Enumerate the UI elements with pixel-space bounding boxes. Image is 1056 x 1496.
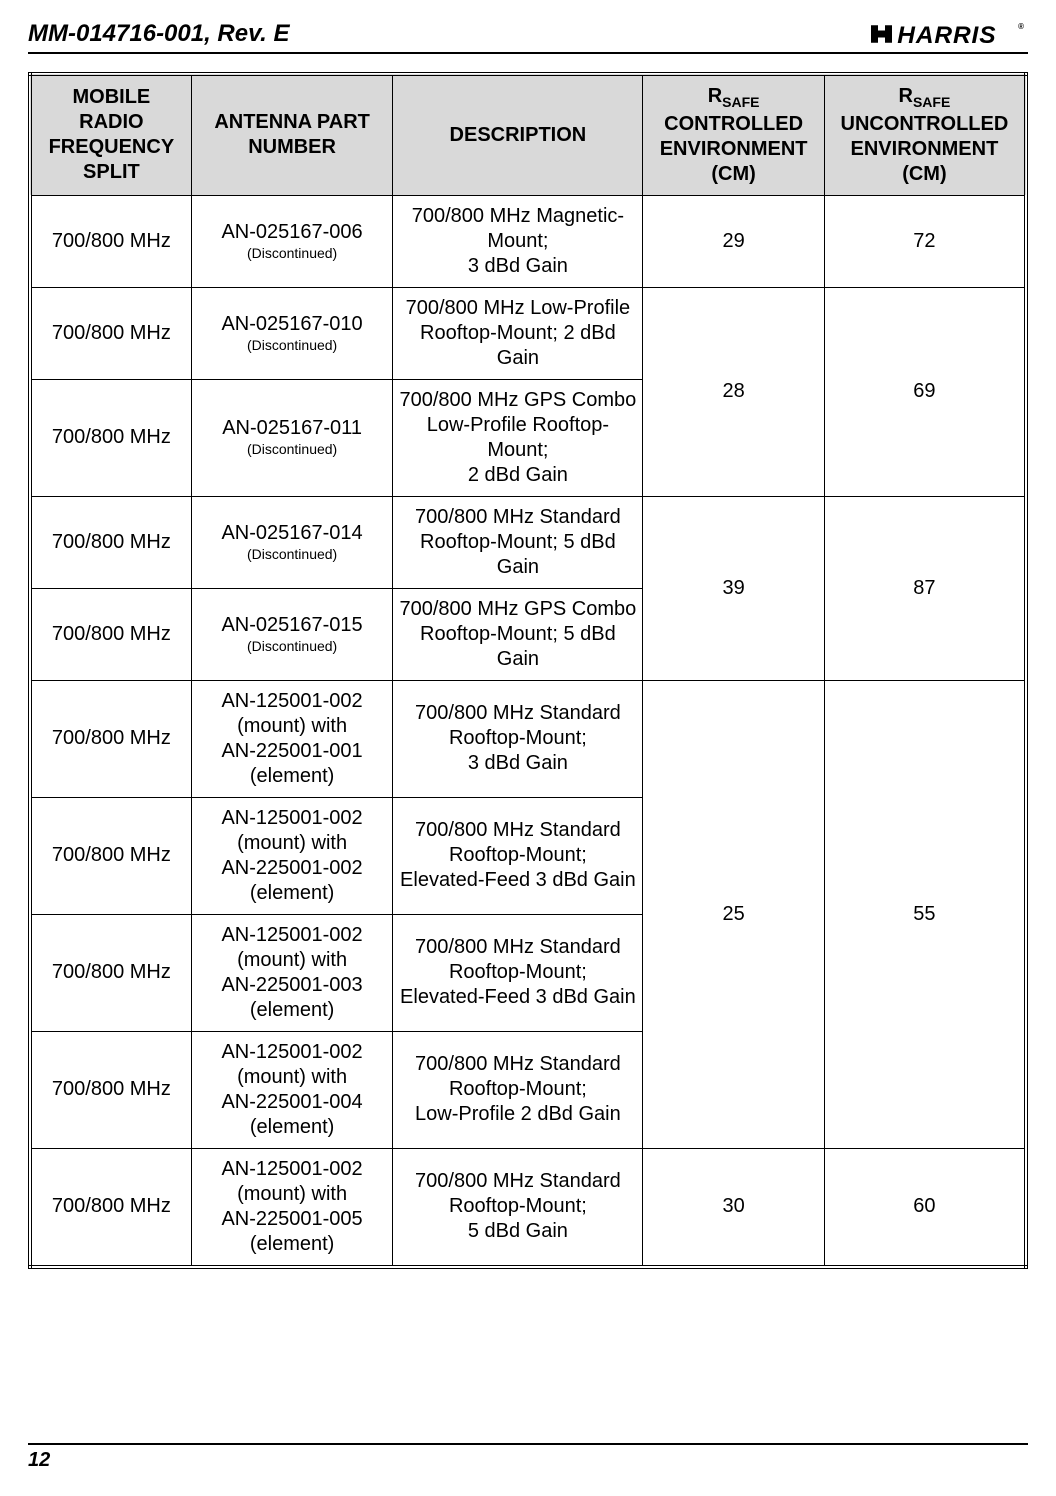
col-header-uncontrolled: RSAFE UNCONTROLLED ENVIRONMENT (CM) (824, 74, 1026, 195)
cell-freq: 700/800 MHz (30, 588, 191, 680)
table-row: 700/800 MHzAN-125001-002 (mount) withAN-… (30, 1148, 1026, 1267)
table-row: 700/800 MHzAN-025167-010(Discontinued)70… (30, 287, 1026, 379)
table-header-row: MOBILE RADIO FREQUENCY SPLIT ANTENNA PAR… (30, 74, 1026, 195)
cell-part: AN-125001-002 (mount) withAN-225001-003 … (191, 914, 393, 1031)
cell-desc: 700/800 MHz Magnetic-Mount;3 dBd Gain (393, 195, 643, 287)
col-header-part: ANTENNA PART NUMBER (191, 74, 393, 195)
cell-part: AN-125001-002 (mount) withAN-225001-002 … (191, 797, 393, 914)
part-sub: (Discontinued) (198, 546, 387, 564)
cell-uncontrolled: 87 (824, 496, 1026, 680)
svg-text:HARRIS: HARRIS (897, 22, 996, 48)
cell-desc: 700/800 MHz Low-Profile Rooftop-Mount; 2… (393, 287, 643, 379)
cell-freq: 700/800 MHz (30, 797, 191, 914)
cell-desc: 700/800 MHz Standard Rooftop-Mount;Eleva… (393, 797, 643, 914)
cell-part: AN-125001-002 (mount) withAN-225001-005 … (191, 1148, 393, 1267)
cell-part: AN-025167-006(Discontinued) (191, 195, 393, 287)
page-number: 12 (28, 1449, 50, 1471)
cell-controlled: 30 (643, 1148, 824, 1267)
table-row: 700/800 MHzAN-025167-014(Discontinued)70… (30, 496, 1026, 588)
part-sub: (Discontinued) (198, 245, 387, 263)
cell-part: AN-025167-015(Discontinued) (191, 588, 393, 680)
antenna-spec-table: MOBILE RADIO FREQUENCY SPLIT ANTENNA PAR… (28, 72, 1028, 1269)
cell-freq: 700/800 MHz (30, 914, 191, 1031)
cell-desc: 700/800 MHz Standard Rooftop-Mount;3 dBd… (393, 680, 643, 797)
cell-desc: 700/800 MHz GPS ComboRooftop-Mount; 5 dB… (393, 588, 643, 680)
cell-desc: 700/800 MHz GPS ComboLow-Profile Rooftop… (393, 379, 643, 496)
part-sub: (Discontinued) (198, 441, 387, 459)
cell-desc: 700/800 MHz Standard Rooftop-Mount;Low-P… (393, 1031, 643, 1148)
col-header-controlled: RSAFE CONTROLLED ENVIRONMENT (CM) (643, 74, 824, 195)
rsafe-sub: SAFE (722, 94, 759, 110)
cell-uncontrolled: 55 (824, 680, 1026, 1148)
page-footer: 12 (28, 1443, 1028, 1472)
cell-controlled: 25 (643, 680, 824, 1148)
cell-freq: 700/800 MHz (30, 195, 191, 287)
cell-uncontrolled: 60 (824, 1148, 1026, 1267)
col-header-freq: MOBILE RADIO FREQUENCY SPLIT (30, 74, 191, 195)
cell-freq: 700/800 MHz (30, 680, 191, 797)
table-row: 700/800 MHzAN-025167-006(Discontinued)70… (30, 195, 1026, 287)
cell-controlled: 29 (643, 195, 824, 287)
cell-part: AN-125001-002 (mount) withAN-225001-004 … (191, 1031, 393, 1148)
svg-text:®: ® (1018, 22, 1025, 31)
cell-freq: 700/800 MHz (30, 287, 191, 379)
cell-freq: 700/800 MHz (30, 496, 191, 588)
part-sub: (Discontinued) (198, 337, 387, 355)
cell-freq: 700/800 MHz (30, 379, 191, 496)
cell-part: AN-025167-014(Discontinued) (191, 496, 393, 588)
ctrl-rest: CONTROLLED ENVIRONMENT (CM) (660, 113, 808, 185)
unctrl-rest: UNCONTROLLED ENVIRONMENT (CM) (841, 113, 1009, 185)
cell-freq: 700/800 MHz (30, 1031, 191, 1148)
cell-freq: 700/800 MHz (30, 1148, 191, 1267)
rsafe-sub2: SAFE (913, 94, 950, 110)
cell-uncontrolled: 69 (824, 287, 1026, 496)
page-header: MM-014716-001, Rev. E HARRIS ® (28, 20, 1028, 54)
cell-desc: 700/800 MHz Standard Rooftop-Mount;Eleva… (393, 914, 643, 1031)
cell-desc: 700/800 MHz Standard Rooftop-Mount; 5 dB… (393, 496, 643, 588)
rsafe-r2: R (899, 85, 913, 107)
cell-part: AN-125001-002 (mount) withAN-225001-001 … (191, 680, 393, 797)
cell-uncontrolled: 72 (824, 195, 1026, 287)
doc-id: MM-014716-001, Rev. E (28, 20, 289, 48)
cell-controlled: 28 (643, 287, 824, 496)
cell-desc: 700/800 MHz Standard Rooftop-Mount;5 dBd… (393, 1148, 643, 1267)
cell-part: AN-025167-011(Discontinued) (191, 379, 393, 496)
cell-part: AN-025167-010(Discontinued) (191, 287, 393, 379)
harris-logo-icon: HARRIS ® (871, 20, 1029, 48)
part-sub: (Discontinued) (198, 638, 387, 656)
cell-controlled: 39 (643, 496, 824, 680)
harris-logo: HARRIS ® (871, 20, 1029, 48)
col-header-desc: DESCRIPTION (393, 74, 643, 195)
table-row: 700/800 MHzAN-125001-002 (mount) withAN-… (30, 680, 1026, 797)
rsafe-r: R (708, 85, 722, 107)
